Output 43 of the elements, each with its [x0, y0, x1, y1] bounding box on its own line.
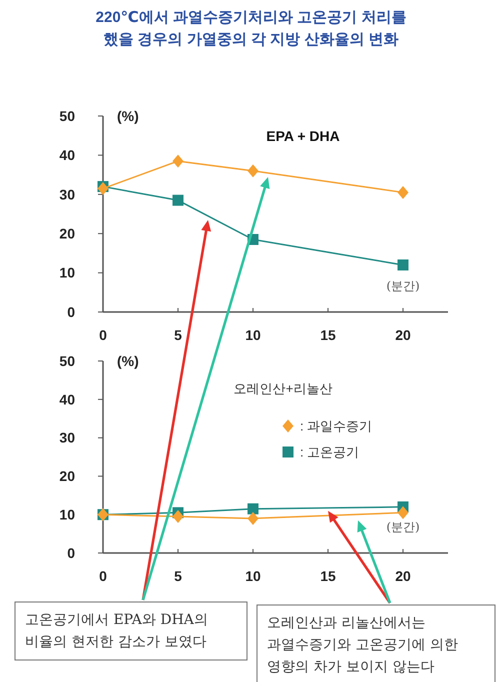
legend-label: : 과일수증기	[300, 418, 372, 434]
point	[398, 186, 408, 199]
point	[172, 510, 184, 524]
chart-title: 220℃에서 과열수증기처리와 고온공기 처리를 했을 경우의 가열중의 각 지방 산화율의 변화	[96, 9, 406, 48]
text: EPA + DHA	[266, 128, 340, 144]
x-tick-label: 0	[99, 327, 108, 343]
point	[248, 164, 258, 178]
x-tick-label: 0	[99, 568, 108, 584]
x-tick-label: 10	[245, 568, 261, 584]
legend-label: : 고온공기	[300, 444, 360, 460]
y-tick-label: 0	[67, 304, 76, 320]
text: 오레인산+리놀산	[234, 381, 332, 396]
x-tick-label: 5	[174, 568, 182, 584]
y-tick-label: 0	[67, 544, 76, 561]
x-axis-title: (분간)	[386, 279, 420, 293]
y-tick-label: 20	[59, 226, 76, 242]
x-tick-label: 5	[174, 327, 182, 343]
x-tick-label: 15	[320, 327, 336, 343]
x-tick-label: 20	[395, 568, 411, 584]
y-tick-label: 20	[59, 468, 76, 484]
y-axis-title: (%)	[117, 108, 139, 124]
text: 오레인산과 리놀산에서는 과열수증기와 고온공기에 의한 영향의 차가 보이지 않는다	[267, 615, 458, 675]
y-tick-label: 40	[59, 147, 76, 164]
text: 고온공기에서 EPA와 DHA의 비율의 현저한 감소가 보였다	[25, 612, 208, 650]
y-tick-label: 10	[59, 506, 76, 522]
point	[398, 506, 408, 520]
y-tick-label: 50	[59, 108, 76, 124]
x-tick-label: 20	[395, 327, 411, 343]
y-tick-label: 30	[59, 430, 76, 446]
y-tick-label: 40	[59, 391, 76, 408]
x-tick-label: 10	[245, 327, 261, 343]
point	[172, 154, 184, 168]
point	[248, 503, 258, 514]
y-axis-title: (%)	[117, 353, 139, 369]
y-tick-label: 10	[59, 264, 76, 281]
y-tick-label: 50	[59, 352, 76, 369]
point	[98, 182, 108, 196]
x-axis-title: (분간)	[386, 520, 420, 534]
y-tick-label: 30	[59, 186, 76, 202]
point	[172, 194, 184, 206]
point	[248, 512, 258, 525]
x-tick-label: 15	[320, 568, 336, 584]
point	[398, 259, 408, 270]
